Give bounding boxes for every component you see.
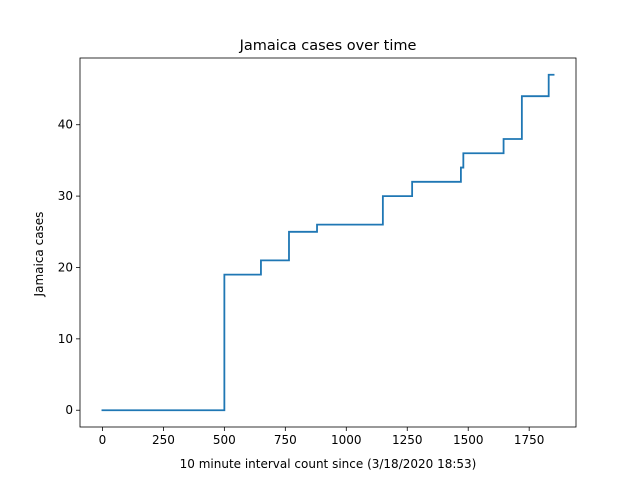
y-axis-label: Jamaica cases bbox=[32, 212, 46, 298]
x-tick-label-5: 1250 bbox=[392, 433, 423, 447]
x-axis-label: 10 minute interval count since (3/18/202… bbox=[180, 457, 477, 471]
plot-area: 0 250 500 750 1000 1250 1500 1750 0 10 20 30 40 bbox=[58, 57, 577, 447]
y-tick-label-3: 30 bbox=[58, 189, 73, 203]
x-tick-label-7: 1750 bbox=[514, 433, 545, 447]
x-tick-label-3: 750 bbox=[274, 433, 297, 447]
y-tick-label-2: 20 bbox=[58, 260, 73, 274]
x-tick-label-4: 1000 bbox=[331, 433, 362, 447]
x-tick-label-2: 500 bbox=[213, 433, 236, 447]
y-tick-label-4: 40 bbox=[58, 118, 73, 132]
series-line-0 bbox=[101, 73, 555, 412]
x-tick-label-6: 1500 bbox=[453, 433, 484, 447]
y-tick-label-0: 0 bbox=[65, 403, 73, 417]
chart-title: Jamaica cases over time bbox=[239, 38, 417, 54]
axes-frame bbox=[79, 57, 577, 428]
x-tick-label-0: 0 bbox=[99, 433, 107, 447]
y-tick-label-1: 10 bbox=[58, 332, 73, 346]
x-tick-label-1: 250 bbox=[152, 433, 175, 447]
